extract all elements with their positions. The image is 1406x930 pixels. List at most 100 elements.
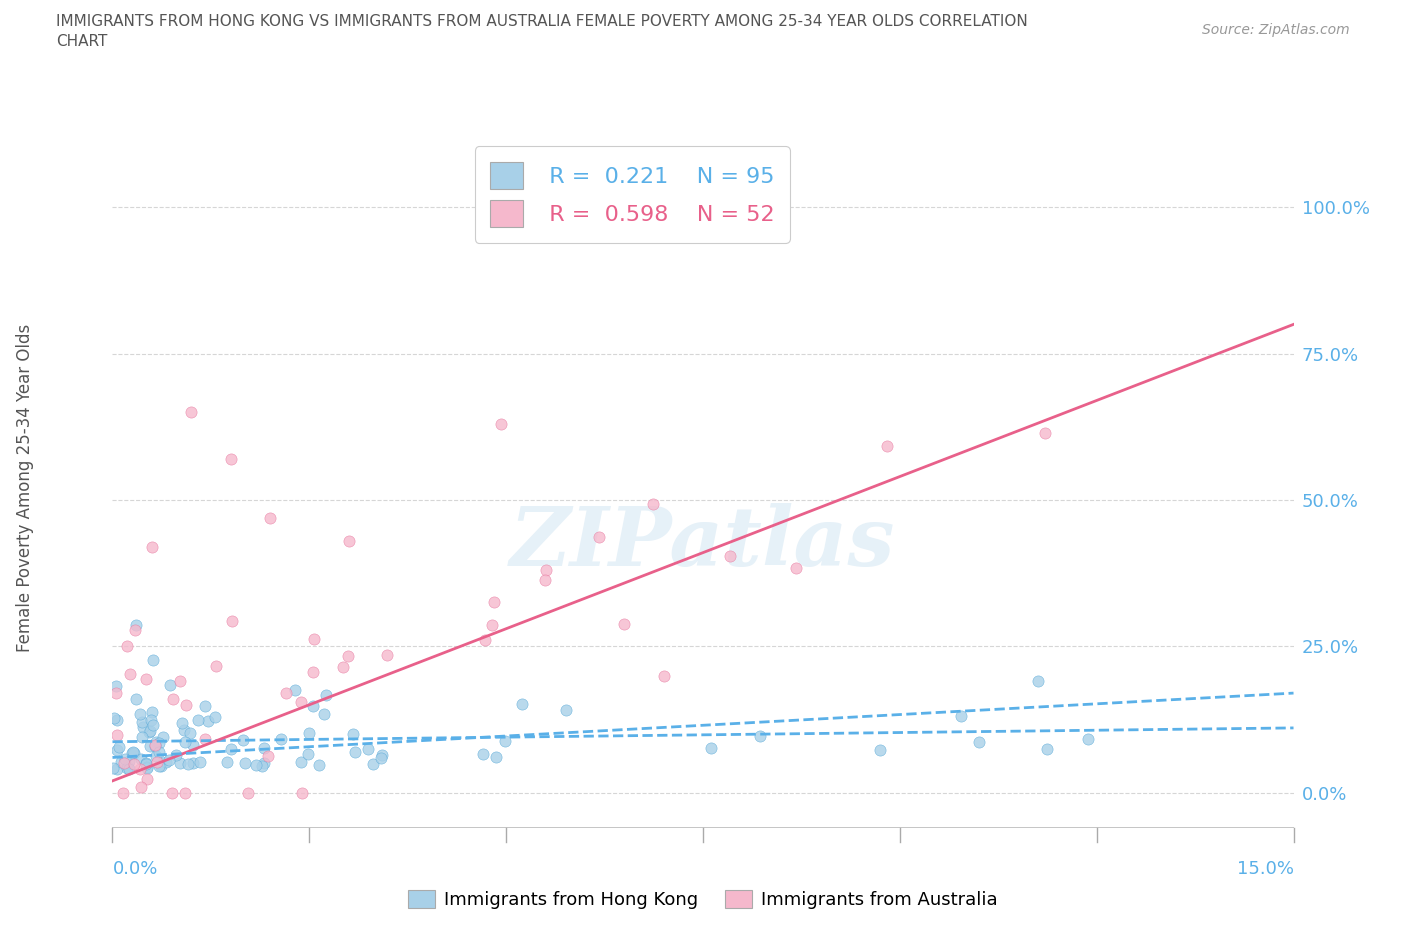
Point bbox=[122, 746, 145, 761]
Point bbox=[291, 785, 314, 800]
Point bbox=[588, 529, 610, 544]
Point bbox=[136, 760, 159, 775]
Point bbox=[131, 779, 153, 794]
Text: Source: ZipAtlas.com: Source: ZipAtlas.com bbox=[1202, 23, 1350, 37]
Point bbox=[259, 510, 281, 525]
Point bbox=[141, 539, 163, 554]
Point bbox=[174, 698, 197, 712]
Point bbox=[105, 712, 128, 727]
Point bbox=[128, 762, 150, 777]
Point bbox=[485, 750, 508, 764]
Text: 0.0%: 0.0% bbox=[112, 860, 157, 878]
Point bbox=[129, 707, 152, 722]
Point bbox=[135, 671, 157, 686]
Text: CHART: CHART bbox=[56, 34, 108, 49]
Point bbox=[105, 685, 128, 700]
Point bbox=[181, 737, 204, 752]
Point bbox=[302, 665, 325, 680]
Text: Female Poverty Among 25-34 Year Olds: Female Poverty Among 25-34 Year Olds bbox=[17, 325, 34, 652]
Point bbox=[270, 732, 292, 747]
Point bbox=[115, 639, 138, 654]
Point bbox=[482, 594, 505, 609]
Point bbox=[105, 762, 128, 777]
Point bbox=[555, 703, 578, 718]
Point bbox=[342, 726, 364, 741]
Point bbox=[197, 713, 219, 728]
Point bbox=[1077, 732, 1099, 747]
Point bbox=[257, 749, 280, 764]
Point bbox=[124, 623, 146, 638]
Point bbox=[135, 756, 157, 771]
Point bbox=[301, 698, 323, 713]
Point bbox=[363, 757, 385, 772]
Point bbox=[371, 748, 394, 763]
Point bbox=[125, 618, 148, 632]
Point bbox=[131, 714, 153, 729]
Text: ZIPatlas: ZIPatlas bbox=[510, 502, 896, 582]
Point bbox=[1026, 673, 1049, 688]
Point bbox=[534, 573, 557, 588]
Point bbox=[219, 452, 242, 467]
Point bbox=[221, 742, 243, 757]
Point bbox=[172, 716, 194, 731]
Point bbox=[173, 723, 195, 737]
Point bbox=[117, 760, 139, 775]
Point bbox=[131, 720, 153, 735]
Point bbox=[187, 712, 209, 727]
Point bbox=[150, 759, 173, 774]
Point bbox=[141, 712, 163, 727]
Point bbox=[122, 757, 145, 772]
Point bbox=[700, 740, 723, 755]
Legend: Immigrants from Hong Kong, Immigrants from Australia: Immigrants from Hong Kong, Immigrants fr… bbox=[401, 883, 1005, 916]
Point bbox=[136, 761, 159, 776]
Point bbox=[770, 203, 793, 218]
Point bbox=[876, 439, 898, 454]
Point bbox=[160, 785, 183, 800]
Point bbox=[472, 747, 495, 762]
Point bbox=[643, 497, 665, 512]
Point bbox=[118, 667, 141, 682]
Point bbox=[142, 653, 165, 668]
Point bbox=[337, 649, 360, 664]
Point bbox=[169, 674, 191, 689]
Point bbox=[183, 756, 205, 771]
Point bbox=[375, 647, 398, 662]
Point bbox=[135, 772, 157, 787]
Point bbox=[253, 741, 276, 756]
Point bbox=[142, 718, 165, 733]
Point bbox=[121, 745, 143, 760]
Point bbox=[1033, 426, 1056, 441]
Point bbox=[194, 731, 217, 746]
Point bbox=[157, 752, 180, 767]
Point bbox=[155, 754, 177, 769]
Point bbox=[250, 758, 273, 773]
Point bbox=[245, 757, 267, 772]
Point bbox=[118, 761, 141, 776]
Point bbox=[141, 704, 163, 719]
Point bbox=[869, 743, 891, 758]
Point bbox=[152, 729, 174, 744]
Point bbox=[370, 751, 392, 765]
Point bbox=[169, 755, 191, 770]
Point bbox=[180, 405, 202, 419]
Point bbox=[148, 745, 170, 760]
Point bbox=[332, 659, 354, 674]
Point bbox=[188, 755, 211, 770]
Point bbox=[112, 756, 135, 771]
Point bbox=[204, 710, 226, 724]
Point bbox=[474, 633, 496, 648]
Point bbox=[232, 732, 254, 747]
Point bbox=[139, 738, 162, 753]
Point bbox=[491, 417, 513, 432]
Point bbox=[107, 740, 129, 755]
Point bbox=[143, 738, 166, 753]
Point bbox=[297, 747, 319, 762]
Point bbox=[135, 756, 157, 771]
Point bbox=[131, 729, 153, 744]
Point bbox=[1036, 741, 1059, 756]
Point bbox=[534, 563, 557, 578]
Point bbox=[129, 751, 152, 766]
Point bbox=[613, 617, 636, 631]
Text: 15.0%: 15.0% bbox=[1236, 860, 1294, 878]
Legend:   R =  0.221    N = 95,   R =  0.598    N = 52: R = 0.221 N = 95, R = 0.598 N = 52 bbox=[475, 146, 790, 243]
